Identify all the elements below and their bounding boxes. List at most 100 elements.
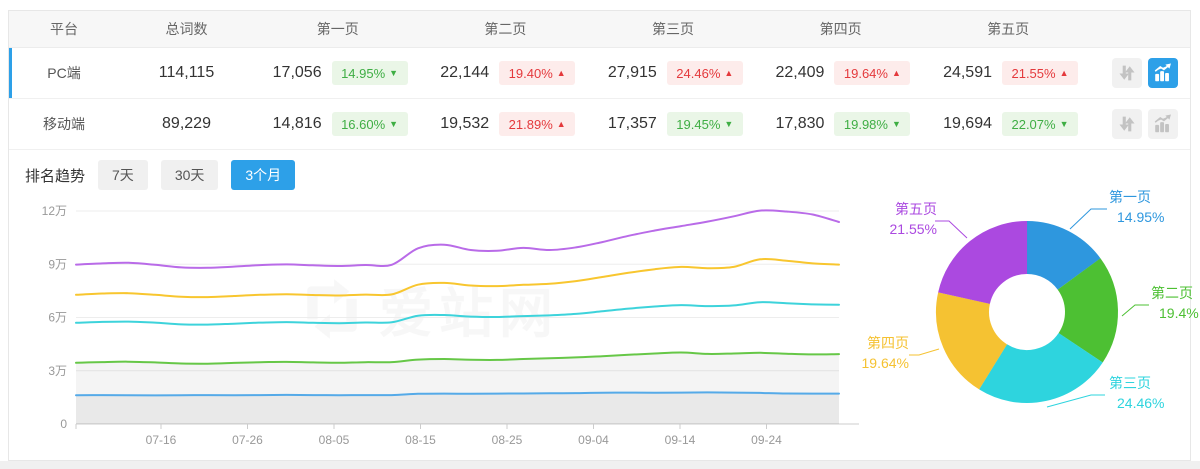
page-count-value: 22,409 bbox=[775, 64, 825, 81]
donut-label-percent: 14.95% bbox=[1117, 209, 1165, 225]
donut-label-name: 第五页 bbox=[895, 201, 937, 217]
change-percent-badge: 19.98% ▼ bbox=[834, 112, 911, 136]
donut-label-第一页: 第一页 14.95% bbox=[1109, 187, 1164, 227]
svg-text:6万: 6万 bbox=[48, 311, 67, 325]
table-row[interactable]: 移动端 89,229 14,816 16.60% ▼ 19,532 21.89% ▲ 17,35… bbox=[9, 99, 1190, 150]
page-count-value: 24,591 bbox=[943, 64, 992, 81]
total-words-value: 114,115 bbox=[158, 64, 215, 81]
page-1-cell: 14,816 16.60% ▼ bbox=[254, 112, 422, 136]
page-count-value: 14,816 bbox=[272, 115, 322, 132]
svg-text:08-25: 08-25 bbox=[492, 433, 523, 447]
range-button-group: 7天 30天 3个月 bbox=[98, 160, 296, 190]
row-action-icons bbox=[1092, 58, 1190, 88]
change-percent-badge: 21.89% ▲ bbox=[499, 112, 576, 136]
page-3-cell: 27,915 24.46% ▲ bbox=[589, 61, 757, 85]
range-button-30天[interactable]: 30天 bbox=[160, 160, 219, 190]
donut-slice-第四页[interactable] bbox=[936, 221, 1118, 403]
page-5-cell: 19,694 22.07% ▼ bbox=[924, 112, 1092, 136]
range-button-7天[interactable]: 7天 bbox=[98, 160, 148, 190]
arrow-up-icon: ▲ bbox=[556, 67, 566, 78]
column-header-0: 平台 bbox=[50, 21, 78, 37]
donut-label-name: 第三页 bbox=[1109, 375, 1151, 391]
row-action-icons bbox=[1092, 109, 1190, 139]
donut-label-percent: 21.55% bbox=[889, 221, 937, 237]
change-percent-badge: 24.46% ▲ bbox=[666, 61, 743, 85]
platform-label: 移动端 bbox=[43, 116, 85, 132]
percent-text: 22.07% bbox=[1011, 116, 1056, 132]
range-button-3个月[interactable]: 3个月 bbox=[231, 160, 296, 190]
sort-arrows-icon bbox=[1119, 65, 1135, 81]
percent-text: 19.40% bbox=[508, 65, 553, 81]
arrow-down-icon: ▼ bbox=[891, 118, 901, 129]
percent-text: 21.89% bbox=[508, 116, 553, 132]
page-count-value: 27,915 bbox=[607, 64, 657, 81]
percent-text: 19.45% bbox=[676, 116, 721, 132]
show-trend-chart-button[interactable] bbox=[1148, 109, 1178, 139]
percent-text: 21.55% bbox=[1011, 65, 1056, 81]
arrow-up-icon: ▲ bbox=[724, 67, 734, 78]
column-header-4: 第三页 bbox=[651, 21, 694, 37]
svg-text:0: 0 bbox=[60, 417, 67, 431]
trend-chart-icon bbox=[1154, 114, 1171, 133]
trend-toolbar: 排名趋势 7天 30天 3个月 bbox=[9, 150, 1190, 190]
show-trend-chart-button[interactable] bbox=[1148, 58, 1178, 88]
page-2-cell: 19,532 21.89% ▲ bbox=[422, 112, 590, 136]
change-percent-badge: 19.64% ▲ bbox=[834, 61, 911, 85]
svg-text:12万: 12万 bbox=[42, 204, 67, 218]
page-distribution-donut-chart[interactable]: 第一页 14.95% 第二页 19.4% 第三页 24.46% 第四页 19.64% 第五页 21… bbox=[861, 179, 1199, 447]
percent-text: 14.95% bbox=[341, 65, 386, 81]
page-count-value: 17,357 bbox=[607, 115, 657, 132]
trend-title: 排名趋势 bbox=[25, 167, 86, 185]
trend-series-第三页 bbox=[75, 301, 840, 326]
change-percent-badge: 22.07% ▼ bbox=[1002, 112, 1078, 136]
column-header-1: 总词数 bbox=[165, 21, 208, 37]
donut-label-percent: 19.4% bbox=[1159, 305, 1199, 321]
change-percent-badge: 19.40% ▲ bbox=[499, 61, 576, 85]
donut-svg bbox=[909, 208, 1149, 408]
column-header-5: 第四页 bbox=[819, 21, 862, 37]
donut-label-percent: 19.64% bbox=[861, 355, 909, 371]
sort-arrows-icon bbox=[1119, 116, 1135, 132]
svg-text:08-15: 08-15 bbox=[405, 433, 436, 447]
donut-label-第二页: 第二页 19.4% bbox=[1151, 283, 1199, 323]
donut-slice-第二页[interactable] bbox=[936, 221, 1118, 403]
trend-series-第四页 bbox=[75, 257, 840, 299]
svg-text:08-05: 08-05 bbox=[319, 433, 350, 447]
arrow-down-icon: ▼ bbox=[389, 67, 399, 78]
column-header-3: 第二页 bbox=[484, 21, 527, 37]
column-header-6: 第五页 bbox=[987, 21, 1030, 37]
arrow-down-icon: ▼ bbox=[1059, 118, 1069, 129]
change-percent-badge: 14.95% ▼ bbox=[331, 61, 408, 85]
page-2-cell: 22,144 19.40% ▲ bbox=[422, 61, 590, 85]
table-row[interactable]: PC端 114,115 17,056 14.95% ▼ 22,144 19.40% ▲ 27,9… bbox=[9, 48, 1190, 99]
svg-text:09-14: 09-14 bbox=[665, 433, 696, 447]
platform-label: PC端 bbox=[47, 65, 81, 81]
donut-label-第五页: 第五页 21.55% bbox=[877, 199, 937, 239]
svg-text:07-26: 07-26 bbox=[232, 433, 263, 447]
change-percent-badge: 21.55% ▲ bbox=[1002, 61, 1078, 85]
arrow-down-icon: ▼ bbox=[389, 118, 399, 129]
sort-button[interactable] bbox=[1112, 109, 1142, 139]
donut-label-第三页: 第三页 24.46% bbox=[1109, 373, 1164, 413]
trend-chart-icon bbox=[1154, 63, 1171, 82]
donut-label-percent: 24.46% bbox=[1117, 395, 1165, 411]
change-percent-badge: 16.60% ▼ bbox=[331, 112, 408, 136]
percent-text: 24.46% bbox=[676, 65, 721, 81]
percent-text: 16.60% bbox=[341, 116, 386, 132]
page-count-value: 19,694 bbox=[943, 115, 992, 132]
table-header-row: 平台 总词数 第一页 第二页 第三页 第四页 第五页 bbox=[9, 11, 1190, 48]
donut-label-name: 第二页 bbox=[1151, 285, 1193, 301]
trend-line-chart[interactable]: 0 3万 6万 9万 12万 07-16 07-26 08-05 08-15 08-25 09-04… bbox=[23, 189, 863, 459]
arrow-up-icon: ▲ bbox=[1059, 67, 1069, 78]
svg-text:07-16: 07-16 bbox=[146, 433, 177, 447]
page-4-cell: 17,830 19.98% ▼ bbox=[757, 112, 925, 136]
svg-text:09-24: 09-24 bbox=[751, 433, 782, 447]
donut-label-name: 第四页 bbox=[867, 335, 909, 351]
page-3-cell: 17,357 19.45% ▼ bbox=[589, 112, 757, 136]
percent-text: 19.64% bbox=[843, 65, 888, 81]
bottom-divider bbox=[0, 461, 1200, 469]
trend-series-第一页 bbox=[75, 391, 840, 397]
page-count-value: 17,056 bbox=[272, 64, 322, 81]
sort-button[interactable] bbox=[1112, 58, 1142, 88]
